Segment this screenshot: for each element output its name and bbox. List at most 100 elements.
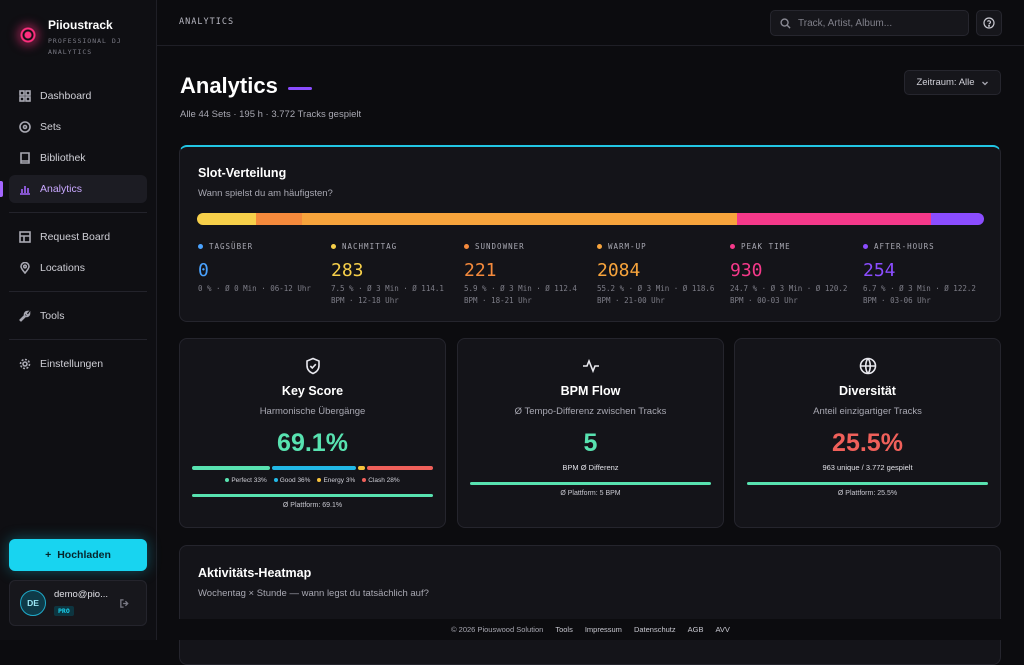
slot-meta: 5.9 % · Ø 3 Min · Ø 112.4 BPM · 18-21 Uh… [464, 284, 577, 305]
legend-dot [362, 478, 367, 482]
legend-dot [317, 478, 322, 482]
card-title: Aktivitäts-Heatmap [198, 566, 312, 580]
legend-dot [273, 478, 278, 482]
sidebar-item-label: Sets [40, 121, 62, 133]
sidebar-nav: Dashboard Sets Bibliothek Analytics Requ… [0, 82, 147, 381]
metric-title: Key Score [281, 384, 344, 398]
footer-link-datenschutz[interactable]: Datenschutz [633, 625, 676, 634]
slot-label: NACHMITTAG [331, 242, 464, 251]
page-title-text: Analytics [180, 73, 278, 98]
key-legend: Perfect 33% Good 36% Energy 3% Clash 28% [180, 477, 445, 484]
key-score-card: Key Score Harmonische Übergänge 69.1% Pe… [179, 338, 446, 528]
slot-bar-segment [931, 213, 984, 225]
sidebar-item-request-board[interactable]: Request Board [9, 223, 147, 251]
brand[interactable]: Piioustrack PROFESSIONAL DJ ANALYTICS [18, 16, 128, 58]
slot-distribution-card: Slot-Verteilung Wann spielst du am häufi… [179, 145, 1001, 322]
footer-link-tools[interactable]: Tools [555, 625, 573, 634]
slot-meta: 6.7 % · Ø 3 Min · Ø 122.2 BPM · 03-06 Uh… [863, 284, 976, 305]
activity-heatmap-card: Aktivitäts-Heatmap Wochentag × Stunde — … [179, 545, 1001, 665]
slot-label-text: SUNDOWNER [475, 242, 525, 251]
sidebar-item-tools[interactable]: Tools [9, 302, 147, 330]
slot-column: SUNDOWNER 221 5.9 % · Ø 3 Min · Ø 112.4 BP… [464, 242, 597, 307]
page-title: Analytics [180, 73, 312, 99]
sidebar-item-locations[interactable]: Locations [9, 254, 147, 282]
key-legend-item: Energy 3% [317, 477, 355, 484]
key-bar-segment [192, 466, 270, 470]
footer-link-impressum[interactable]: Impressum [584, 625, 622, 634]
legend-label: Clash 28% [368, 477, 400, 484]
metric-value: 69.1% [277, 429, 348, 457]
help-icon [983, 17, 995, 29]
gear-icon [19, 358, 31, 370]
slot-meta: 55.2 % · Ø 3 Min · Ø 118.6 BPM · 21-00 U… [597, 284, 715, 305]
metric-subtitle: Harmonische Übergänge [259, 406, 366, 417]
key-legend-item: Clash 28% [362, 477, 400, 484]
key-legend-item: Good 36% [273, 477, 311, 484]
slot-label: TAGSÜBER [198, 242, 331, 251]
slot-dot [863, 244, 868, 249]
metric-note: 963 unique / 3.772 gespielt [822, 463, 913, 472]
board-icon [19, 231, 31, 243]
slot-value: 254 [863, 260, 896, 281]
metric-title: Diversität [839, 384, 896, 398]
sidebar-item-analytics[interactable]: Analytics [0, 175, 147, 203]
platform-average: Ø Plattform: 69.1% [282, 502, 343, 509]
pulse-icon [582, 358, 599, 374]
period-label: Zeitraum: Alle [916, 77, 975, 88]
period-select[interactable]: Zeitraum: Alle [904, 70, 1001, 95]
upload-label: Hochladen [57, 549, 111, 561]
footer: © 2026 Piouswood Solution Tools Impressu… [157, 619, 1024, 640]
metric-subtitle: Ø Tempo-Differenz zwischen Tracks [514, 406, 667, 417]
search-icon [780, 17, 791, 29]
sidebar-item-label: Bibliothek [40, 152, 86, 164]
help-button[interactable] [976, 10, 1002, 36]
metric-value: 5 [583, 429, 598, 457]
upload-button[interactable]: + Hochladen [9, 539, 147, 571]
wrench-icon [19, 310, 31, 322]
key-bar-segment [271, 466, 357, 470]
search-box[interactable] [770, 10, 969, 36]
book-icon [20, 152, 30, 164]
legend-label: Good 36% [279, 477, 311, 484]
slot-bar-segment [736, 213, 932, 225]
slot-columns: TAGSÜBER 0 0 % · Ø 0 Min · 06-12 Uhr NACHMI… [198, 242, 998, 307]
globe-icon [859, 357, 876, 375]
legend-label: Perfect 33% [231, 477, 267, 484]
slot-value: 0 [198, 260, 209, 281]
sidebar-item-label: Dashboard [40, 90, 92, 102]
slot-stacked-bar [197, 213, 984, 225]
legend-label: Energy 3% [323, 477, 356, 484]
slot-meta: 0 % · Ø 0 Min · 06-12 Uhr [198, 284, 311, 293]
slot-label-text: NACHMITTAG [342, 242, 398, 251]
platform-bar [192, 494, 433, 497]
slot-column: TAGSÜBER 0 0 % · Ø 0 Min · 06-12 Uhr [198, 242, 331, 307]
slot-column: NACHMITTAG 283 7.5 % · Ø 3 Min · Ø 114.1 B… [331, 242, 464, 307]
logout-icon[interactable] [119, 598, 130, 609]
chevron-down-icon [981, 81, 988, 85]
slot-label: SUNDOWNER [464, 242, 597, 251]
slot-value: 283 [331, 260, 364, 281]
sidebar-item-einstellungen[interactable]: Einstellungen [9, 350, 147, 378]
slot-meta: 7.5 % · Ø 3 Min · Ø 114.1 BPM · 12-18 Uh… [331, 284, 444, 305]
bar-chart-icon [20, 186, 30, 195]
slot-dot [597, 244, 602, 249]
sidebar-item-label: Request Board [40, 231, 111, 243]
sidebar-item-dashboard[interactable]: Dashboard [9, 82, 147, 110]
sidebar-item-bibliothek[interactable]: Bibliothek [9, 144, 147, 172]
search-input[interactable] [798, 17, 958, 29]
slot-column: AFTER-HOURS 254 6.7 % · Ø 3 Min · Ø 122.2 … [863, 242, 996, 307]
card-title: Slot-Verteilung [198, 166, 287, 180]
key-bar-segment [358, 466, 366, 470]
key-bar-segment [367, 466, 433, 470]
sidebar-item-sets[interactable]: Sets [9, 113, 147, 141]
slot-column: WARM-UP 2084 55.2 % · Ø 3 Min · Ø 118.6 BP… [597, 242, 730, 307]
user-card[interactable]: DE demo@pio... PRO [9, 580, 147, 626]
slot-dot [331, 244, 336, 249]
avatar: DE [20, 590, 46, 616]
footer-link-agb[interactable]: AGB [687, 625, 704, 634]
diversity-card: Diversität Anteil einzigartiger Tracks 2… [734, 338, 1001, 528]
slot-label: WARM-UP [597, 242, 730, 251]
footer-link-avv[interactable]: AVV [715, 625, 730, 634]
key-breakdown-bar [192, 466, 433, 470]
brand-name: Piioustrack [48, 18, 113, 32]
